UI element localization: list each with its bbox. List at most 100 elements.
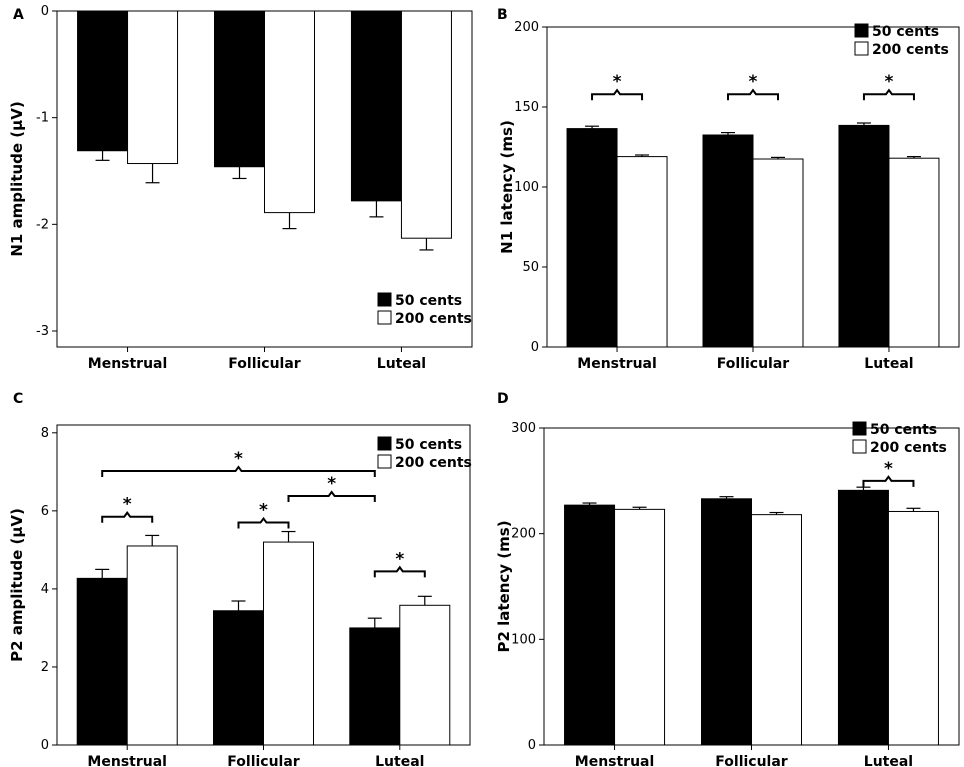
bar-50-cents [213, 610, 264, 746]
bar-50-cents [76, 577, 128, 746]
bar-200-cents [264, 10, 315, 214]
significance-star: * [749, 72, 758, 92]
y-axis-title: P2 amplitude (µV) [8, 508, 26, 662]
significance-star: * [884, 459, 893, 479]
bar-50-cents [566, 128, 618, 348]
panel-label: D [497, 391, 509, 407]
bar-200-cents [127, 10, 179, 165]
y-tick-label: 200 [511, 527, 536, 542]
bar-50-cents [564, 504, 616, 746]
legend-swatch [377, 310, 392, 325]
bar-200-cents [887, 510, 939, 746]
significance-bracket [101, 465, 376, 478]
legend-swatch [377, 454, 392, 469]
bar-50-cents [702, 134, 754, 348]
significance-bracket [862, 88, 915, 101]
legend-label: 200 cents [395, 311, 472, 327]
bar-200-cents [752, 158, 804, 348]
y-axis-title: P2 latency (ms) [495, 520, 513, 652]
significance-star: * [123, 495, 132, 515]
bar-50-cents [838, 124, 890, 348]
y-tick-label: -2 [36, 217, 49, 232]
y-axis-title: N1 latency (ms) [498, 120, 516, 254]
x-tick-label: Menstrual [87, 754, 167, 767]
y-tick-label: 6 [41, 504, 49, 519]
y-tick-label: 0 [528, 738, 536, 753]
bar-50-cents [837, 489, 889, 746]
x-tick-label: Follicular [717, 356, 790, 372]
panel-b: B 0 50 100 150 200 N1 latency (ms) Menstrual Fol… [497, 7, 960, 372]
y-tick-label: 2 [41, 660, 49, 675]
y-tick-label: 8 [41, 426, 49, 441]
x-tick-label: Luteal [377, 356, 426, 372]
legend-label: 50 cents [395, 437, 462, 453]
legend-swatch [854, 23, 869, 38]
bar-200-cents [616, 156, 668, 348]
bar-200-cents [399, 604, 451, 746]
significance-bracket [591, 88, 644, 101]
legend-label: 200 cents [395, 455, 472, 471]
significance-star: * [327, 474, 336, 494]
y-tick-label: 100 [514, 180, 539, 195]
y-tick-label: 0 [41, 738, 49, 753]
x-tick-label: Menstrual [575, 754, 655, 767]
significance-star: * [234, 449, 243, 469]
bar-200-cents [263, 541, 314, 746]
significance-star: * [259, 501, 268, 521]
significance-bracket [727, 88, 779, 101]
significance-bracket [287, 490, 376, 503]
bar-50-cents [214, 10, 265, 168]
bar-200-cents [888, 157, 940, 348]
y-axis-title: N1 amplitude (µV) [8, 101, 26, 256]
y-tick-label: 200 [514, 20, 539, 35]
x-tick-label: Follicular [227, 754, 300, 767]
legend-label: 50 cents [395, 293, 462, 309]
panel-label: B [497, 7, 508, 23]
y-tick-label: -3 [36, 324, 49, 339]
x-tick-label: Follicular [228, 356, 301, 372]
significance-star: * [395, 549, 404, 569]
y-tick-label: 50 [522, 260, 539, 275]
legend-swatch [377, 292, 392, 307]
bar-50-cents [349, 627, 401, 746]
y-tick-label: 4 [41, 582, 49, 597]
panel-label: A [13, 7, 24, 23]
bar-50-cents [77, 10, 129, 152]
x-tick-label: Luteal [375, 754, 424, 767]
significance-bracket [862, 475, 915, 487]
legend-label: 50 cents [872, 24, 939, 40]
y-tick-label: -1 [36, 111, 49, 126]
bar-50-cents [350, 10, 402, 202]
x-tick-label: Menstrual [577, 356, 657, 372]
significance-star: * [885, 72, 894, 92]
panel-a: A 0 -1 -2 -3 N1 amplitude (µV) Menstrual Follic… [8, 4, 473, 372]
bar-200-cents [614, 508, 666, 746]
panel-d: D 0 100 200 300 P2 latency (ms) Menstrual Folli… [495, 391, 960, 767]
significance-bracket [237, 516, 290, 529]
significance-star: * [613, 72, 622, 92]
legend-label: 200 cents [870, 440, 947, 456]
y-tick-label: 300 [511, 421, 536, 436]
x-tick-label: Follicular [715, 754, 788, 767]
bar-200-cents [400, 10, 452, 239]
bar-200-cents [751, 514, 802, 746]
bar-200-cents [126, 545, 178, 746]
panel-label: C [13, 391, 23, 407]
panel-c: C 0 2 4 6 8 P2 amplitude (µV) Menstrual Follicul… [8, 391, 472, 767]
significance-bracket [101, 511, 154, 523]
y-tick-label: 0 [531, 340, 539, 355]
y-tick-label: 0 [41, 4, 49, 19]
y-tick-label: 100 [511, 632, 536, 647]
legend-label: 50 cents [870, 422, 937, 438]
legend-swatch [854, 41, 869, 56]
x-tick-label: Menstrual [88, 356, 168, 372]
x-tick-label: Luteal [864, 754, 913, 767]
y-tick-label: 150 [514, 100, 539, 115]
legend-swatch [852, 439, 867, 454]
legend-label: 200 cents [872, 42, 949, 58]
x-tick-label: Luteal [864, 356, 913, 372]
bar-50-cents [701, 498, 752, 746]
significance-bracket [373, 565, 426, 578]
legend-swatch [377, 436, 392, 451]
